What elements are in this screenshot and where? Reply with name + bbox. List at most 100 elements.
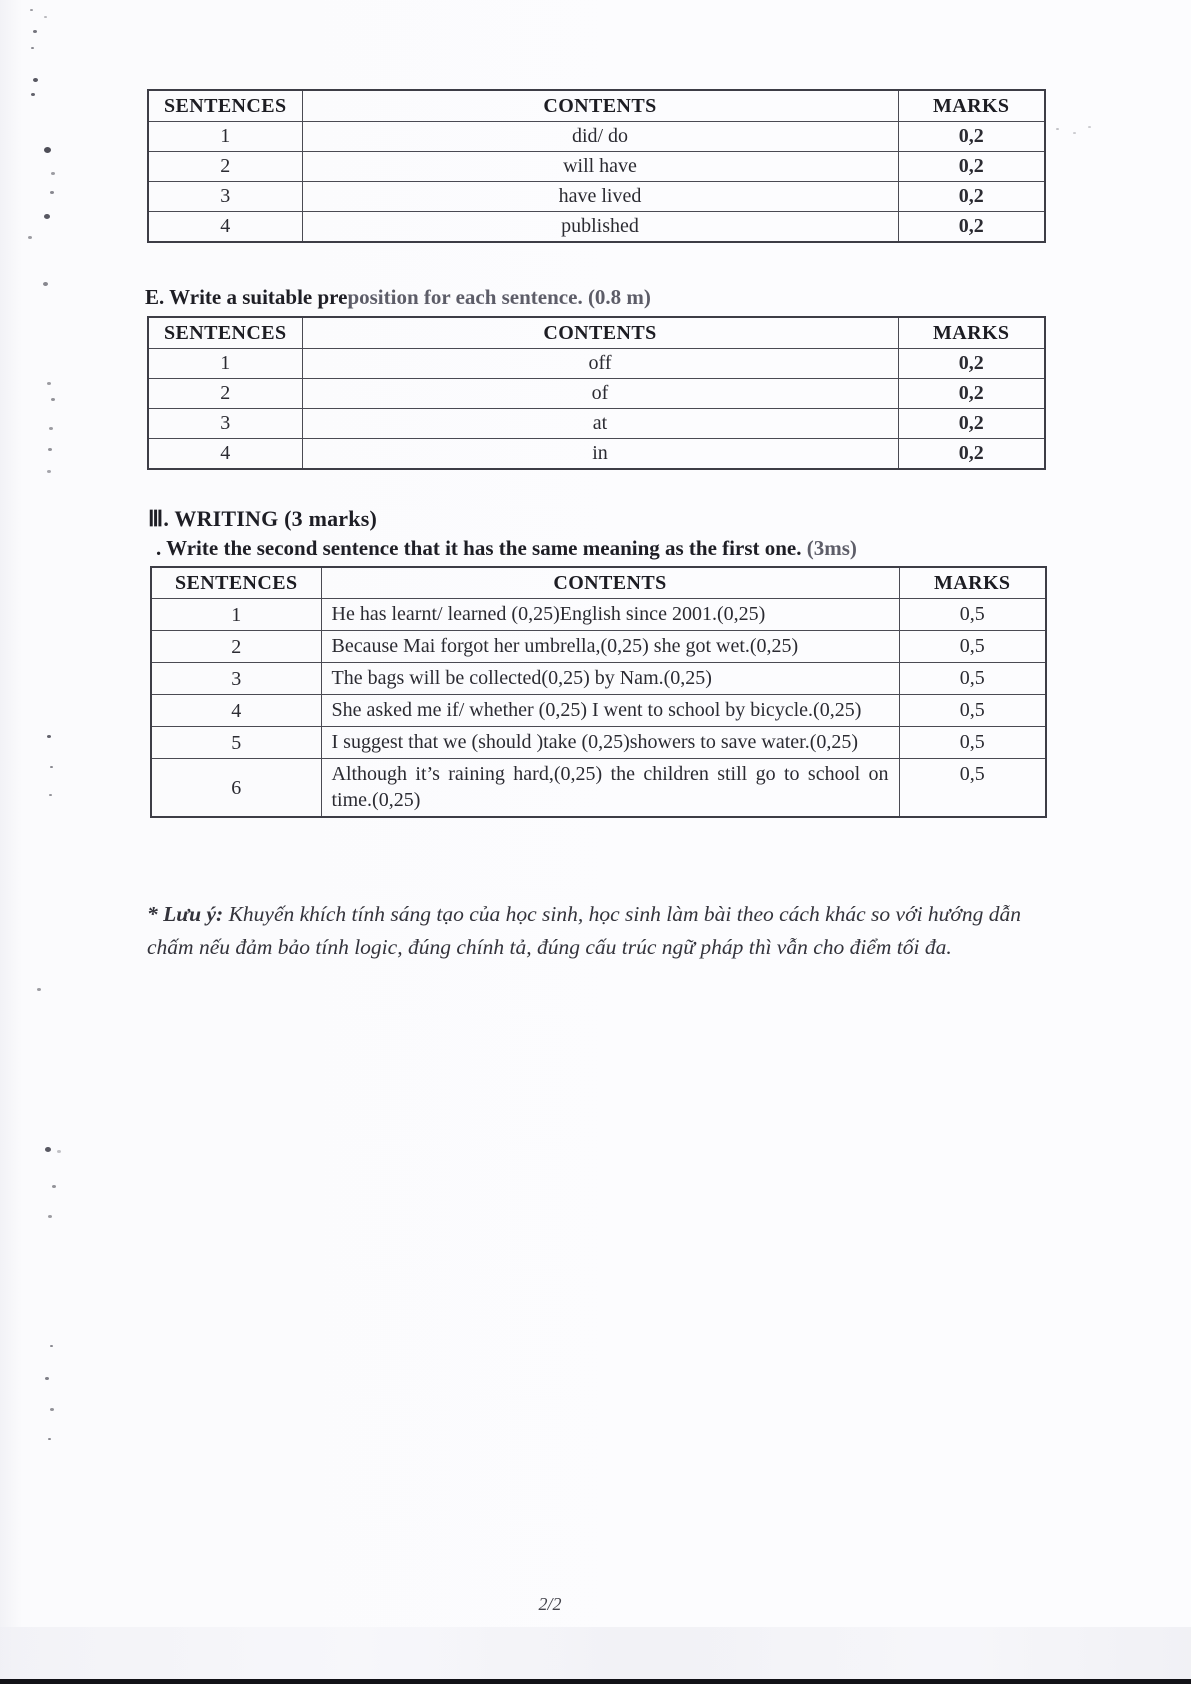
scan-speck bbox=[50, 1345, 53, 1347]
scan-speck bbox=[47, 470, 51, 473]
sentence-number-cell: 2 bbox=[147, 151, 303, 182]
marks-cell: 0,2 bbox=[897, 121, 1046, 152]
contents-cell: did/ do bbox=[301, 121, 899, 152]
scan-speck bbox=[33, 78, 38, 82]
preposition-answers-table: SENTENCES CONTENTS MARKS 1 off 0,2 2 of 0,2 3 at 0,… bbox=[147, 316, 1046, 470]
section-writing-heading: Ⅲ. WRITING (3 marks) bbox=[148, 506, 377, 531]
scan-speck bbox=[44, 16, 47, 18]
scan-speck bbox=[43, 282, 48, 286]
scan-bottom-edge bbox=[0, 1679, 1191, 1684]
table-row: 6 Although it’s raining hard,(0,25) the c… bbox=[150, 758, 1047, 818]
column-header: SENTENCES bbox=[147, 89, 303, 122]
section-writing-subheading-light: (3ms) bbox=[806, 536, 857, 560]
grading-note-text: Khuyến khích tính sáng tạo của học sinh,… bbox=[147, 901, 1021, 959]
marks-cell: 0,2 bbox=[897, 348, 1046, 379]
sentence-number-cell: 4 bbox=[147, 438, 303, 470]
scan-speck bbox=[1088, 126, 1091, 128]
table-row: 1 off 0,2 bbox=[147, 348, 1046, 379]
scan-speck bbox=[48, 1215, 52, 1218]
sentence-number-cell: 2 bbox=[147, 378, 303, 409]
writing-answers-table: SENTENCES CONTENTS MARKS 1 He has learnt/ le… bbox=[150, 566, 1047, 818]
scan-speck bbox=[1056, 128, 1059, 130]
column-header: SENTENCES bbox=[147, 316, 303, 349]
scan-speck bbox=[50, 191, 54, 194]
section-writing-subheading-dark: . Write the second sentence that it has … bbox=[156, 536, 807, 560]
scan-speck bbox=[49, 794, 52, 796]
contents-cell: published bbox=[301, 211, 899, 243]
marks-cell: 0,2 bbox=[897, 408, 1046, 439]
table-row: 2 of 0,2 bbox=[147, 378, 1046, 409]
scan-bottom-mottle bbox=[0, 1627, 1191, 1679]
contents-cell: Although it’s raining hard,(0,25) the ch… bbox=[320, 758, 900, 818]
grading-note: * Lưu ý: Khuyến khích tính sáng tạo của … bbox=[147, 898, 1029, 964]
sentence-number-cell: 4 bbox=[147, 211, 303, 243]
contents-cell: She asked me if/ whether (0,25) I went t… bbox=[320, 694, 900, 727]
scan-speck bbox=[28, 236, 32, 239]
scan-speck bbox=[31, 47, 34, 49]
section-writing-subheading: . Write the second sentence that it has … bbox=[156, 536, 857, 561]
column-header: MARKS bbox=[897, 89, 1046, 122]
scan-speck bbox=[50, 766, 53, 768]
section-e-heading: E. Write a suitable preposition for each… bbox=[145, 285, 651, 310]
table-row: 3 The bags will be collected(0,25) by Nam… bbox=[150, 662, 1047, 695]
sentence-number-cell: 4 bbox=[150, 694, 322, 727]
scan-speck bbox=[30, 9, 33, 11]
scan-speck bbox=[44, 147, 51, 153]
contents-cell: in bbox=[301, 438, 899, 470]
sentence-number-cell: 1 bbox=[150, 598, 322, 631]
section-e-heading-dark: E. Write a suitable pre bbox=[145, 285, 348, 309]
scan-speck bbox=[51, 398, 55, 401]
scan-speck bbox=[48, 448, 52, 451]
marks-cell: 0,5 bbox=[898, 758, 1047, 818]
scan-speck bbox=[47, 382, 51, 385]
scan-speck bbox=[51, 172, 55, 175]
table-row: 4 She asked me if/ whether (0,25) I went … bbox=[150, 694, 1047, 727]
table-row: 2 Because Mai forgot her umbrella,(0,25) … bbox=[150, 630, 1047, 663]
marks-cell: 0,5 bbox=[898, 598, 1047, 631]
table-row: 4 published 0,2 bbox=[147, 211, 1046, 243]
contents-cell: of bbox=[301, 378, 899, 409]
sentence-number-cell: 3 bbox=[150, 662, 322, 695]
page-number: 2/2 bbox=[538, 1594, 562, 1614]
sentence-number-cell: 3 bbox=[147, 181, 303, 212]
scan-speck bbox=[45, 1147, 51, 1152]
grading-note-label: * Lưu ý: bbox=[147, 901, 224, 926]
marks-cell: 0,2 bbox=[897, 151, 1046, 182]
scan-speck bbox=[49, 427, 53, 430]
marks-cell: 0,2 bbox=[897, 211, 1046, 243]
contents-cell: He has learnt/ learned (0,25)English sin… bbox=[320, 598, 900, 631]
header-row: SENTENCES CONTENTS MARKS bbox=[150, 566, 1047, 599]
marks-cell: 0,5 bbox=[898, 630, 1047, 663]
scan-speck bbox=[50, 1408, 54, 1411]
sentence-number-cell: 3 bbox=[147, 408, 303, 439]
contents-cell: at bbox=[301, 408, 899, 439]
marks-cell: 0,2 bbox=[897, 438, 1046, 470]
contents-cell: The bags will be collected(0,25) by Nam.… bbox=[320, 662, 900, 695]
marks-cell: 0,2 bbox=[897, 378, 1046, 409]
sentence-number-cell: 1 bbox=[147, 348, 303, 379]
sentence-number-cell: 2 bbox=[150, 630, 322, 663]
scan-speck bbox=[48, 1438, 51, 1440]
marks-cell: 0,2 bbox=[897, 181, 1046, 212]
scan-speck bbox=[57, 1150, 61, 1153]
header-row: SENTENCES CONTENTS MARKS bbox=[147, 316, 1046, 349]
scan-speck bbox=[31, 93, 35, 96]
column-header: CONTENTS bbox=[301, 89, 899, 122]
scan-speck bbox=[52, 1185, 56, 1188]
table-row: 2 will have 0,2 bbox=[147, 151, 1046, 182]
sentence-number-cell: 1 bbox=[147, 121, 303, 152]
table-row: 4 in 0,2 bbox=[147, 438, 1046, 470]
table-row: 3 at 0,2 bbox=[147, 408, 1046, 439]
scan-speck bbox=[37, 988, 41, 991]
scan-speck bbox=[33, 30, 37, 33]
scan-speck bbox=[1073, 132, 1076, 134]
column-header: SENTENCES bbox=[150, 566, 322, 599]
column-header: CONTENTS bbox=[301, 316, 899, 349]
scan-speck bbox=[47, 735, 51, 738]
contents-cell: off bbox=[301, 348, 899, 379]
marks-cell: 0,5 bbox=[898, 662, 1047, 695]
scan-speck bbox=[44, 214, 50, 219]
column-header: MARKS bbox=[898, 566, 1047, 599]
